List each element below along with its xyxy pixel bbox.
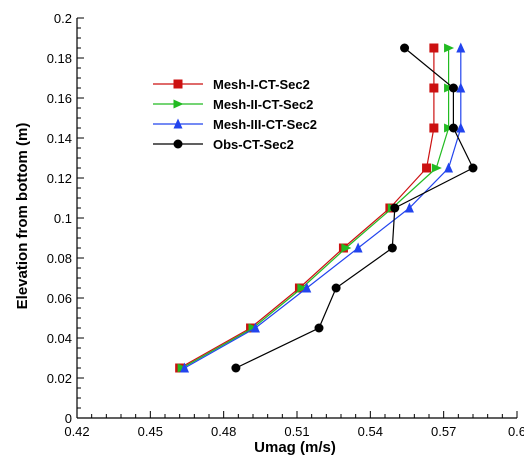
data-point-triangle-up bbox=[173, 118, 183, 129]
legend-label: Mesh-I-CT-Sec2 bbox=[213, 77, 310, 92]
data-point-square bbox=[429, 123, 439, 133]
series-mesh-iii-ct-sec2 bbox=[180, 42, 466, 373]
y-tick-label: 0.18 bbox=[47, 51, 72, 66]
data-point-circle bbox=[331, 283, 341, 293]
data-point-triangle-up bbox=[456, 122, 466, 133]
data-point-circle bbox=[387, 243, 397, 253]
data-point-triangle-right bbox=[341, 243, 352, 253]
legend-entry: Mesh-I-CT-Sec2 bbox=[153, 77, 310, 92]
y-axis-title: Elevation from bottom (m) bbox=[14, 123, 31, 310]
data-point-triangle-up bbox=[302, 282, 312, 293]
series-layer bbox=[175, 42, 478, 373]
legend-entry: Mesh-III-CT-Sec2 bbox=[153, 117, 317, 132]
y-tick-label: 0.08 bbox=[47, 251, 72, 266]
data-point-circle bbox=[314, 323, 324, 333]
data-point-circle bbox=[468, 163, 478, 173]
y-tick-label: 0.04 bbox=[47, 331, 72, 346]
data-point-circle bbox=[231, 363, 241, 373]
data-point-square bbox=[429, 43, 439, 53]
data-point-circle bbox=[448, 123, 458, 133]
data-point-triangle-up bbox=[250, 322, 260, 333]
y-tick-label: 0.14 bbox=[47, 131, 72, 146]
legend-label: Mesh-II-CT-Sec2 bbox=[213, 97, 313, 112]
data-point-triangle-up bbox=[444, 162, 454, 173]
data-point-circle bbox=[448, 83, 458, 93]
x-tick-label: 0.54 bbox=[358, 424, 383, 439]
y-tick-label: 0.02 bbox=[47, 371, 72, 386]
x-axis-ticks: 0.42 0.45 0.48 0.51 0.54 0.57 0.6 bbox=[64, 411, 524, 439]
data-point-square bbox=[422, 163, 432, 173]
data-point-triangle-right bbox=[444, 43, 455, 53]
x-tick-label: 0.48 bbox=[211, 424, 236, 439]
x-tick-label: 0.45 bbox=[138, 424, 163, 439]
legend-entry: Mesh-II-CT-Sec2 bbox=[153, 97, 313, 112]
legend-label: Obs-CT-Sec2 bbox=[213, 137, 294, 152]
x-tick-label: 0.6 bbox=[508, 424, 524, 439]
data-point-square bbox=[173, 79, 183, 89]
data-point-circle bbox=[173, 139, 183, 149]
x-tick-label: 0.57 bbox=[431, 424, 456, 439]
x-tick-label: 0.51 bbox=[284, 424, 309, 439]
y-axis-ticks: 0 0.02 0.04 0.06 0.08 0.1 0.12 0.14 0.16 0.18 0.2 bbox=[47, 11, 84, 426]
data-point-circle bbox=[390, 203, 400, 213]
data-point-triangle-up bbox=[180, 362, 190, 373]
data-point-triangle-right bbox=[173, 99, 184, 109]
y-tick-label: 0.2 bbox=[54, 11, 72, 26]
data-point-square bbox=[429, 83, 439, 93]
y-tick-label: 0 bbox=[65, 411, 72, 426]
data-point-triangle-up bbox=[404, 202, 414, 213]
series-mesh-ii-ct-sec2 bbox=[177, 43, 455, 373]
legend-label: Mesh-III-CT-Sec2 bbox=[213, 117, 317, 132]
data-point-triangle-right bbox=[431, 163, 442, 173]
data-point-triangle-up bbox=[456, 42, 466, 53]
x-axis-title: Umag (m/s) bbox=[254, 439, 336, 456]
data-point-triangle-up bbox=[353, 242, 363, 253]
y-tick-label: 0.06 bbox=[47, 291, 72, 306]
series-obs-ct-sec2 bbox=[231, 43, 478, 373]
legend-entry: Obs-CT-Sec2 bbox=[153, 137, 294, 152]
data-point-triangle-up bbox=[456, 82, 466, 93]
x-tick-label: 0.42 bbox=[64, 424, 89, 439]
y-tick-label: 0.12 bbox=[47, 171, 72, 186]
y-tick-label: 0.1 bbox=[54, 211, 72, 226]
series-line bbox=[235, 47, 474, 369]
legend: Mesh-I-CT-Sec2 Mesh-II-CT-Sec2 Mesh-III-CT… bbox=[153, 77, 317, 152]
data-point-triangle-right bbox=[297, 283, 308, 293]
y-tick-label: 0.16 bbox=[47, 91, 72, 106]
data-point-circle bbox=[400, 43, 410, 53]
